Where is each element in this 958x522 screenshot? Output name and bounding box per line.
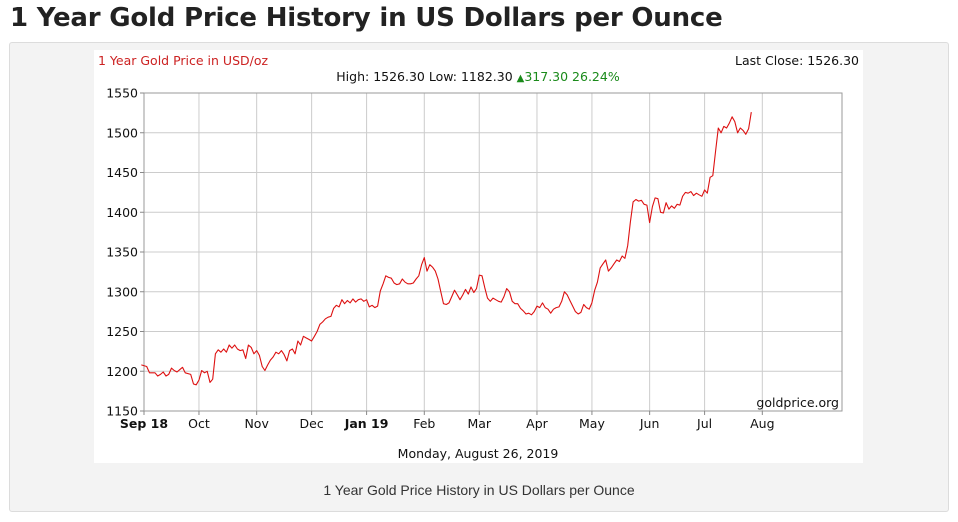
y-tick-label: 1300	[106, 284, 138, 299]
series-label: 1 Year Gold Price in USD/oz	[98, 53, 268, 68]
series-line	[141, 112, 752, 386]
x-tick-label: Nov	[244, 416, 269, 431]
x-tick-label: Jul	[696, 416, 712, 431]
watermark: goldprice.org	[756, 395, 839, 410]
x-tick-label: Oct	[188, 416, 210, 431]
y-axis-ticks: 1150 1200 1250 1300 1350 1400 1450 1500 1550	[106, 86, 144, 419]
y-tick-label: 1550	[106, 86, 138, 101]
stats-line: High: 1526.30 Low: 1182.30 ▲317.30 26.24…	[336, 69, 620, 84]
change-text: 317.30 26.24%	[524, 69, 619, 84]
chart-canvas: 1150 1200 1250 1300 1350 1400 1450 1500 1550 Sep…	[98, 53, 859, 461]
x-tick-label: Jan 19	[344, 416, 389, 431]
x-tick-label: Aug	[750, 416, 774, 431]
x-tick-label: Jun	[639, 416, 660, 431]
high-low-text: High: 1526.30 Low: 1182.30	[336, 69, 516, 84]
y-tick-label: 1450	[106, 165, 138, 180]
y-tick-label: 1500	[106, 125, 138, 140]
y-tick-label: 1350	[106, 245, 138, 260]
y-tick-label: 1150	[106, 404, 138, 419]
x-tick-label: May	[579, 416, 605, 431]
last-close-label: Last Close: 1526.30	[735, 53, 859, 68]
x-tick-label: Feb	[413, 416, 435, 431]
y-tick-label: 1400	[106, 205, 138, 220]
x-axis-ticks: Sep 18 Oct Nov Dec Jan 19 Feb Mar Apr May Jun Jul A…	[120, 411, 775, 431]
date-label: Monday, August 26, 2019	[398, 446, 559, 461]
y-tick-label: 1200	[106, 364, 138, 379]
page-title: 1 Year Gold Price History in US Dollars …	[10, 3, 723, 33]
up-arrow-icon: ▲	[517, 73, 525, 84]
chart-caption: 1 Year Gold Price History in US Dollars …	[323, 482, 635, 498]
gold-price-chart: 1150 1200 1250 1300 1350 1400 1450 1500 1550 Sep…	[94, 50, 863, 463]
x-tick-label: Sep 18	[120, 416, 168, 431]
x-tick-label: Apr	[526, 416, 548, 431]
y-tick-label: 1250	[106, 324, 138, 339]
x-tick-label: Mar	[467, 416, 491, 431]
grid-lines	[143, 93, 842, 411]
x-tick-label: Dec	[300, 416, 324, 431]
